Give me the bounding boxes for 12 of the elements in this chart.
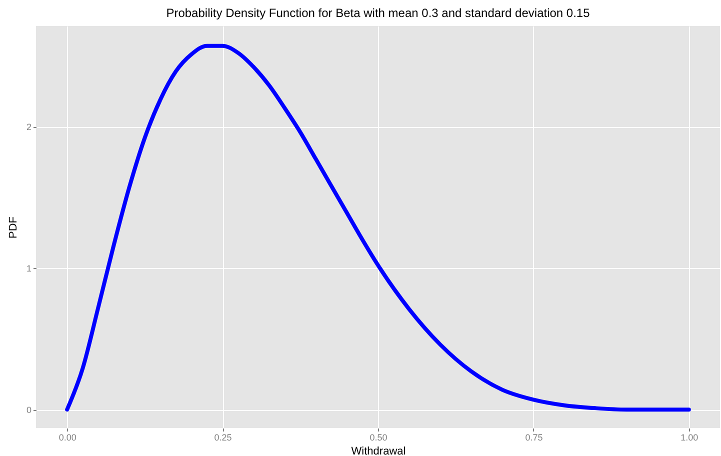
line-series: [65, 44, 691, 412]
y-tick-label: 1: [26, 264, 32, 274]
y-axis-title: PDF: [7, 216, 20, 238]
chart-title: Probability Density Function for Beta with mean 0.3 and standard deviation 0.15: [166, 6, 590, 20]
x-tick-label: 0.00: [58, 432, 76, 442]
x-tick-label: 0.75: [525, 432, 543, 442]
x-tick-label: 0.25: [214, 432, 232, 442]
x-axis-title: Withdrawal: [351, 446, 406, 456]
y-tick-label: 2: [26, 122, 32, 132]
y-tick-label: 0: [26, 405, 32, 416]
x-tick-label: 0.50: [370, 432, 388, 442]
x-tick-label: 1.00: [680, 432, 698, 442]
